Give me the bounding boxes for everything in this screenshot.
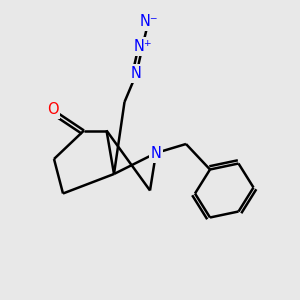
Text: N: N <box>131 66 142 81</box>
Text: N: N <box>151 146 161 160</box>
Text: N⁺: N⁺ <box>133 39 152 54</box>
Text: N⁻: N⁻ <box>139 14 158 28</box>
Text: O: O <box>47 102 58 117</box>
